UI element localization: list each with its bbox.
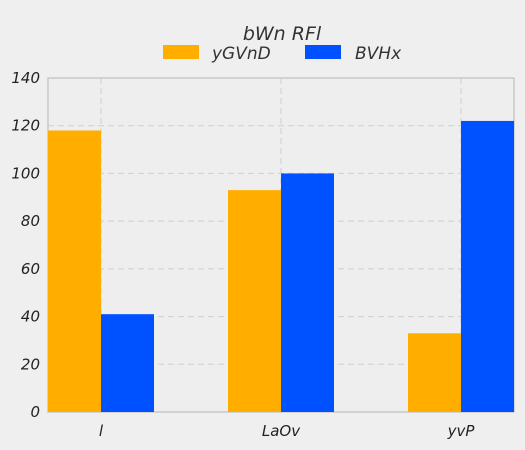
- bar-series-2-1: [281, 173, 334, 412]
- bars: [48, 120, 514, 412]
- x-axis-ticks: l LaOv yvP: [99, 422, 475, 440]
- legend-label-series-1: yGVnD: [211, 44, 271, 64]
- bar-series-2-2: [461, 120, 514, 412]
- y-axis-ticks: 0 20 40 60 80 100 120 140: [11, 69, 40, 421]
- bar-series-1-1: [228, 190, 281, 412]
- chart-title: bWn RFl: [243, 23, 322, 45]
- legend-label-series-2: BVHx: [355, 44, 402, 64]
- y-tick-label: 80: [21, 212, 40, 230]
- bar-series-1-0: [48, 130, 101, 412]
- y-tick-label: 140: [11, 69, 40, 87]
- x-tick-label: LaOv: [262, 422, 301, 440]
- y-tick-label: 0: [30, 403, 40, 421]
- bar-series-1-2: [408, 333, 461, 412]
- legend-swatch-series-2: [305, 45, 341, 59]
- bar-series-2-0: [101, 314, 154, 412]
- y-tick-label: 20: [21, 355, 40, 373]
- y-tick-label: 120: [11, 117, 40, 135]
- y-tick-label: 40: [21, 308, 40, 326]
- y-tick-label: 60: [21, 260, 40, 278]
- x-tick-label: l: [99, 422, 104, 440]
- y-tick-label: 100: [11, 164, 40, 182]
- legend: yGVnD BVHx: [163, 44, 402, 64]
- x-tick-label: yvP: [447, 422, 476, 440]
- legend-swatch-series-1: [163, 45, 199, 59]
